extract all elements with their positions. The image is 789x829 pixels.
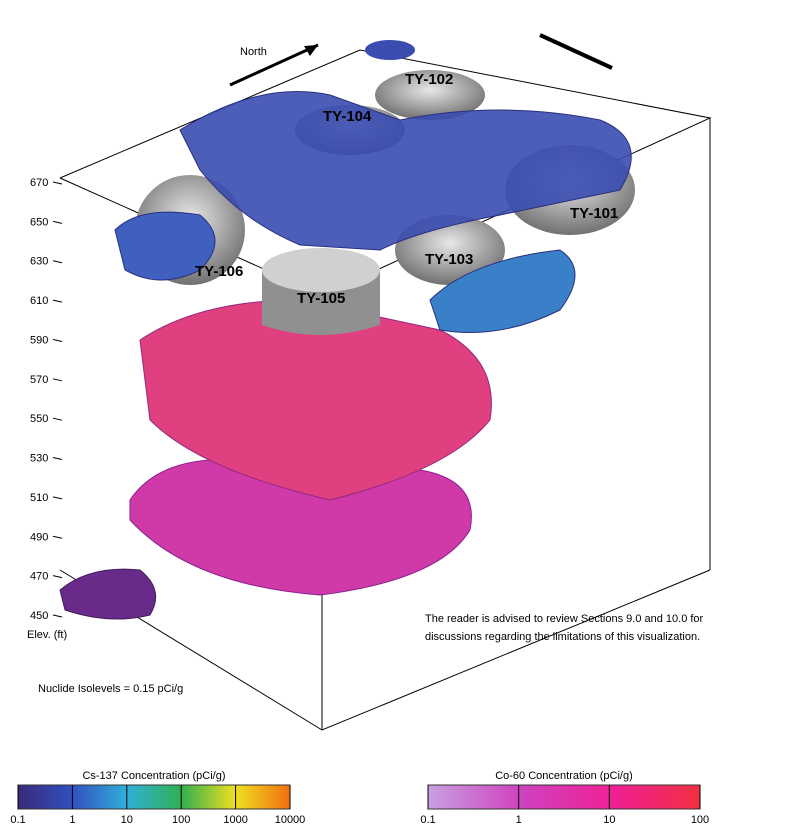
elevation-title: Elev. (ft) bbox=[27, 629, 67, 641]
elevation-tick bbox=[53, 418, 62, 420]
colorbar-tick-label: 10000 bbox=[275, 814, 306, 826]
colorbar-tick-label: 10 bbox=[603, 814, 615, 826]
elevation-label: 510 bbox=[30, 492, 48, 504]
isolevel-note: Nuclide Isolevels = 0.15 pCi/g bbox=[38, 683, 183, 695]
elevation-tick bbox=[53, 536, 62, 538]
colorbar-title: Cs-137 Concentration (pCi/g) bbox=[82, 770, 225, 782]
elevation-tick bbox=[53, 221, 62, 223]
elevation-label: 670 bbox=[30, 177, 48, 189]
elevation-tick bbox=[53, 182, 62, 184]
elevation-tick bbox=[53, 300, 62, 302]
elevation-label: 630 bbox=[30, 256, 48, 268]
elevation-axis: 670 650 630 610 590 570 550 530 510 490 470 450 bbox=[30, 177, 62, 622]
co60-plumes bbox=[60, 300, 491, 619]
colorbar bbox=[428, 785, 700, 809]
elevation-label: 550 bbox=[30, 413, 48, 425]
elevation-tick bbox=[53, 458, 62, 460]
north-label: North bbox=[240, 46, 267, 58]
elevation-label: 610 bbox=[30, 295, 48, 307]
colorbar-tick-label: 100 bbox=[172, 814, 190, 826]
tank-label: TY-105 bbox=[297, 290, 345, 307]
elevation-label: 530 bbox=[30, 453, 48, 465]
elevation-label: 490 bbox=[30, 531, 48, 543]
elevation-tick bbox=[53, 339, 62, 341]
elevation-tick bbox=[53, 497, 62, 499]
colorbar-tick-label: 1 bbox=[69, 814, 75, 826]
elevation-label: 470 bbox=[30, 571, 48, 583]
tank-label: TY-103 bbox=[425, 251, 473, 268]
tank-label: TY-106 bbox=[195, 263, 243, 280]
tank-label: TY-102 bbox=[405, 71, 453, 88]
advisory-line: discussions regarding the limitations of… bbox=[425, 631, 700, 643]
elevation-tick bbox=[53, 261, 62, 263]
elevation-label: 650 bbox=[30, 216, 48, 228]
elevation-tick bbox=[53, 615, 62, 617]
elevation-label: 590 bbox=[30, 334, 48, 346]
elevation-tick bbox=[53, 576, 62, 578]
colorbar-tick-label: 0.1 bbox=[10, 814, 25, 826]
colorbar bbox=[18, 785, 290, 809]
advisory-line: The reader is advised to review Sections… bbox=[425, 613, 704, 625]
tank-label: TY-104 bbox=[323, 108, 372, 125]
colorbar-tick-label: 10 bbox=[121, 814, 133, 826]
colorbar-tick-label: 0.1 bbox=[420, 814, 435, 826]
colorbar-tick-label: 1000 bbox=[223, 814, 247, 826]
tank-label: TY-101 bbox=[570, 205, 618, 222]
colorbar-tick-label: 1 bbox=[516, 814, 522, 826]
colorbar-title: Co-60 Concentration (pCi/g) bbox=[495, 770, 633, 782]
colorbar-tick-label: 100 bbox=[691, 814, 709, 826]
visualization: North TY-101 TY-102 TY-103 TY-104 TY-105… bbox=[0, 0, 789, 829]
elevation-label: 450 bbox=[30, 610, 48, 622]
elevation-tick bbox=[53, 379, 62, 381]
elevation-label: 570 bbox=[30, 374, 48, 386]
